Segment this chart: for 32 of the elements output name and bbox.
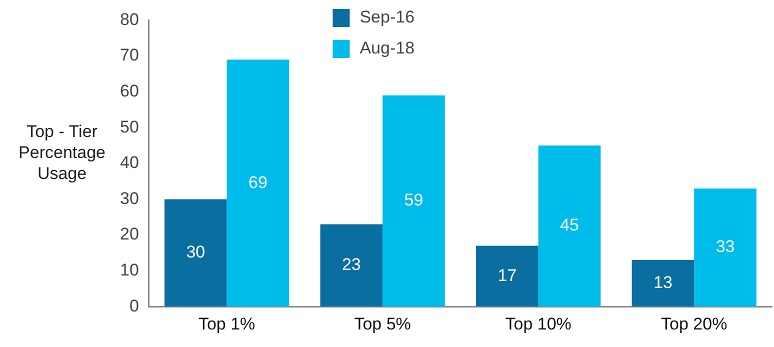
y-tick-label: 0 <box>129 296 139 316</box>
bar <box>632 260 694 307</box>
bar <box>694 188 756 307</box>
data-label: 59 <box>404 190 424 210</box>
x-tick-label: Top 1% <box>198 314 256 334</box>
y-tick-label: 50 <box>120 117 139 136</box>
bar <box>164 199 227 307</box>
legend-label: Sep-16 <box>360 8 415 27</box>
data-label: 33 <box>716 237 735 256</box>
x-tick-label: Top 20% <box>661 314 728 334</box>
data-label: 23 <box>342 255 361 274</box>
bar <box>382 95 445 307</box>
y-tick-label: 10 <box>120 260 139 280</box>
y-axis-title: Top - Tier Percentage Usage <box>18 122 106 184</box>
data-label: 69 <box>248 172 268 192</box>
x-tick-label: Top 5% <box>354 314 411 334</box>
x-tick-label: Top 10% <box>505 314 572 334</box>
y-tick-label: 40 <box>120 153 139 172</box>
bar <box>320 224 383 307</box>
data-label: 13 <box>654 273 672 292</box>
bar <box>226 60 290 307</box>
legend-label: Aug-18 <box>360 38 415 58</box>
y-tick-label: 20 <box>120 224 139 244</box>
y-tick-label: 70 <box>120 46 139 65</box>
bar <box>476 246 538 307</box>
data-label: 30 <box>186 242 206 262</box>
data-label: 45 <box>560 216 579 235</box>
y-tick-label: 80 <box>120 10 139 29</box>
y-tick-label: 60 <box>120 81 139 100</box>
bar <box>538 146 601 307</box>
data-label: 17 <box>498 266 517 285</box>
y-tick-label: 30 <box>120 188 139 208</box>
